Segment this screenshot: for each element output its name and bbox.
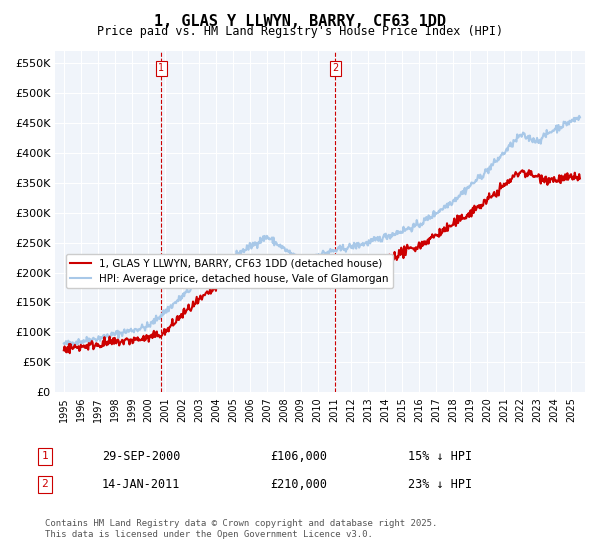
Text: Price paid vs. HM Land Registry's House Price Index (HPI): Price paid vs. HM Land Registry's House …: [97, 25, 503, 38]
Text: 1, GLAS Y LLWYN, BARRY, CF63 1DD: 1, GLAS Y LLWYN, BARRY, CF63 1DD: [154, 14, 446, 29]
Text: 2: 2: [332, 63, 338, 73]
Text: 1: 1: [158, 63, 164, 73]
Text: 2: 2: [41, 479, 49, 489]
Text: Contains HM Land Registry data © Crown copyright and database right 2025.
This d: Contains HM Land Registry data © Crown c…: [45, 520, 437, 539]
Legend: 1, GLAS Y LLWYN, BARRY, CF63 1DD (detached house), HPI: Average price, detached : 1, GLAS Y LLWYN, BARRY, CF63 1DD (detach…: [66, 254, 393, 288]
Text: 14-JAN-2011: 14-JAN-2011: [102, 478, 181, 491]
Text: £210,000: £210,000: [270, 478, 327, 491]
Text: 1: 1: [41, 451, 49, 461]
Text: 15% ↓ HPI: 15% ↓ HPI: [408, 450, 472, 463]
Text: 29-SEP-2000: 29-SEP-2000: [102, 450, 181, 463]
Text: £106,000: £106,000: [270, 450, 327, 463]
Text: 23% ↓ HPI: 23% ↓ HPI: [408, 478, 472, 491]
